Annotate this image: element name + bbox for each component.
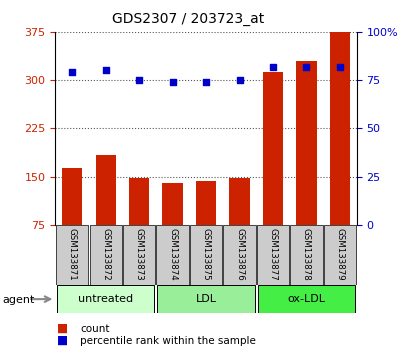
Text: GDS2307 / 203723_at: GDS2307 / 203723_at	[112, 12, 264, 27]
Point	[269, 64, 276, 69]
Text: ■: ■	[57, 334, 68, 347]
Bar	[196, 181, 216, 273]
Point	[336, 64, 342, 69]
Point	[102, 68, 109, 73]
Bar	[123, 225, 155, 285]
Point	[302, 64, 309, 69]
Point	[202, 79, 209, 85]
Bar	[156, 225, 188, 285]
Bar	[89, 225, 121, 285]
Bar	[256, 225, 288, 285]
Bar	[257, 285, 355, 313]
Text: GSM133871: GSM133871	[67, 228, 76, 281]
Point	[236, 77, 242, 83]
Bar	[56, 225, 88, 285]
Bar	[56, 285, 154, 313]
Text: GSM133877: GSM133877	[268, 228, 277, 281]
Text: GSM133878: GSM133878	[301, 228, 310, 281]
Text: GSM133875: GSM133875	[201, 228, 210, 281]
Bar	[157, 285, 254, 313]
Text: count: count	[80, 324, 109, 333]
Point	[169, 79, 175, 85]
Bar	[95, 155, 115, 273]
Text: ■: ■	[57, 322, 68, 335]
Bar	[162, 183, 182, 273]
Bar	[323, 225, 355, 285]
Bar	[290, 225, 322, 285]
Text: agent: agent	[2, 295, 34, 305]
Text: LDL: LDL	[195, 294, 216, 304]
Point	[69, 69, 75, 75]
Bar	[229, 178, 249, 273]
Text: GSM133874: GSM133874	[168, 228, 177, 281]
Bar	[62, 168, 82, 273]
Bar	[223, 225, 255, 285]
Bar	[329, 32, 349, 273]
Text: GSM133873: GSM133873	[134, 228, 143, 281]
Text: percentile rank within the sample: percentile rank within the sample	[80, 336, 255, 346]
Bar	[262, 72, 282, 273]
Text: untreated: untreated	[78, 294, 133, 304]
Bar	[296, 61, 316, 273]
Text: GSM133876: GSM133876	[234, 228, 243, 281]
Text: GSM133879: GSM133879	[335, 228, 344, 280]
Bar	[189, 225, 222, 285]
Text: ox-LDL: ox-LDL	[287, 294, 325, 304]
Bar	[129, 178, 149, 273]
Point	[135, 77, 142, 83]
Text: GSM133872: GSM133872	[101, 228, 110, 281]
